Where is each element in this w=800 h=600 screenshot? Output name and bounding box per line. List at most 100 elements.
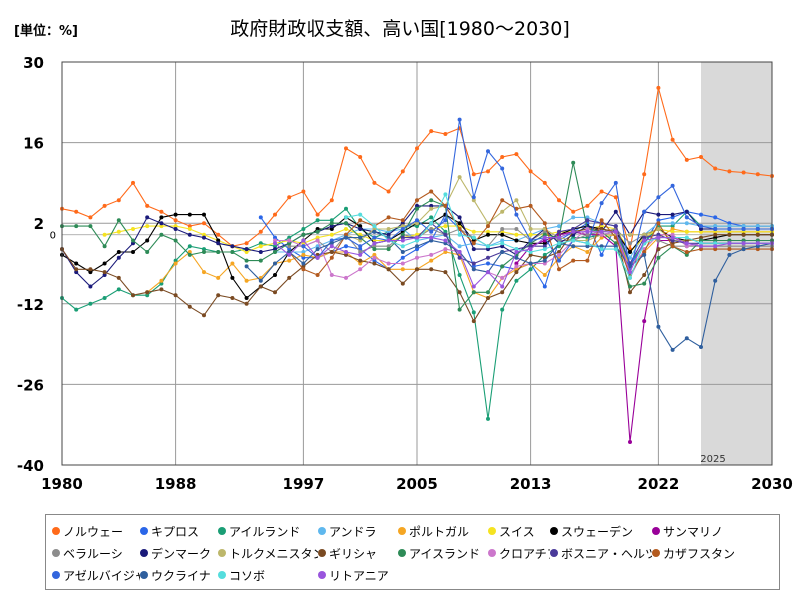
- data-point: [571, 258, 576, 263]
- data-point: [429, 258, 434, 263]
- legend-entry: ボスニア・ヘルツェゴビナ: [550, 542, 652, 564]
- data-point: [500, 238, 505, 243]
- data-point: [159, 215, 164, 220]
- data-point: [699, 241, 703, 246]
- data-point: [542, 247, 547, 252]
- legend-entry: ベラルーシ: [52, 542, 140, 564]
- data-point: [159, 224, 164, 229]
- legend-label: カザフスタン: [663, 546, 736, 561]
- data-point: [656, 212, 661, 217]
- data-point: [116, 218, 121, 223]
- x-tick-label: 2030: [751, 475, 793, 493]
- data-point: [358, 267, 363, 272]
- legend-entry: ウクライナ: [140, 564, 218, 586]
- y-tick-label: 16: [23, 135, 44, 153]
- data-point: [656, 238, 661, 243]
- data-point: [173, 212, 178, 217]
- data-point: [131, 241, 135, 246]
- data-point: [415, 198, 419, 203]
- legend-label: キプロス: [151, 524, 200, 539]
- series-line: [274, 231, 772, 288]
- data-point: [457, 273, 462, 277]
- data-point: [471, 172, 476, 177]
- data-point: [443, 247, 448, 252]
- data-point: [642, 172, 647, 177]
- data-point: [116, 275, 121, 280]
- legend-label: ポルトガル: [409, 524, 470, 539]
- data-point: [613, 235, 618, 240]
- data-point: [244, 264, 249, 269]
- data-point: [628, 290, 632, 295]
- data-point: [244, 278, 249, 283]
- data-point: [727, 221, 732, 226]
- data-point: [131, 238, 135, 243]
- data-point: [727, 224, 732, 229]
- data-point: [301, 189, 306, 194]
- data-point: [557, 229, 561, 234]
- data-point: [372, 235, 377, 240]
- data-point: [656, 235, 661, 240]
- data-point: [628, 241, 632, 246]
- series-カザフスタン: [287, 189, 774, 277]
- data-point: [400, 169, 405, 174]
- legend-entry: デンマーク: [140, 542, 218, 564]
- projection-label: 2025: [700, 454, 725, 465]
- data-point: [528, 238, 533, 243]
- data-point: [713, 278, 718, 283]
- data-point: [116, 250, 121, 254]
- data-point: [599, 235, 604, 240]
- data-point: [287, 241, 292, 246]
- series-アイスランド: [60, 160, 774, 312]
- data-point: [315, 218, 320, 223]
- data-point: [457, 227, 462, 231]
- data-point: [642, 232, 647, 237]
- data-point: [486, 224, 490, 229]
- data-point: [486, 261, 490, 266]
- series-リトアニア: [273, 229, 774, 289]
- data-point: [642, 281, 647, 286]
- data-point: [457, 244, 462, 249]
- data-point: [684, 157, 689, 162]
- data-point: [202, 212, 206, 217]
- data-point: [216, 241, 221, 246]
- data-point: [713, 227, 718, 231]
- data-point: [415, 238, 419, 243]
- data-point: [159, 232, 164, 237]
- data-point: [372, 229, 377, 234]
- data-point: [585, 229, 590, 234]
- data-point: [429, 203, 434, 208]
- data-point: [216, 293, 221, 298]
- data-point: [684, 238, 689, 243]
- data-point: [429, 267, 434, 272]
- data-point: [429, 229, 434, 234]
- data-point: [670, 232, 675, 237]
- data-point: [457, 175, 462, 180]
- data-point: [557, 198, 561, 203]
- data-point: [358, 252, 363, 257]
- data-point: [741, 247, 746, 252]
- data-point: [386, 238, 391, 243]
- data-point: [486, 232, 490, 237]
- data-point: [628, 264, 632, 269]
- data-point: [244, 250, 249, 254]
- data-point: [471, 195, 476, 200]
- data-point: [159, 221, 164, 226]
- legend-marker: [218, 527, 226, 535]
- data-point: [358, 155, 363, 159]
- data-point: [344, 227, 348, 231]
- data-point: [358, 218, 363, 223]
- data-point: [159, 278, 164, 283]
- data-point: [344, 235, 348, 240]
- data-point: [400, 238, 405, 243]
- data-point: [557, 235, 561, 240]
- legend-marker: [398, 549, 406, 557]
- data-point: [500, 232, 505, 237]
- data-point: [727, 241, 732, 246]
- data-point: [741, 170, 746, 175]
- data-point: [102, 273, 107, 277]
- data-point: [273, 212, 277, 217]
- data-point: [514, 247, 519, 252]
- data-point: [514, 264, 519, 269]
- data-point: [713, 241, 718, 246]
